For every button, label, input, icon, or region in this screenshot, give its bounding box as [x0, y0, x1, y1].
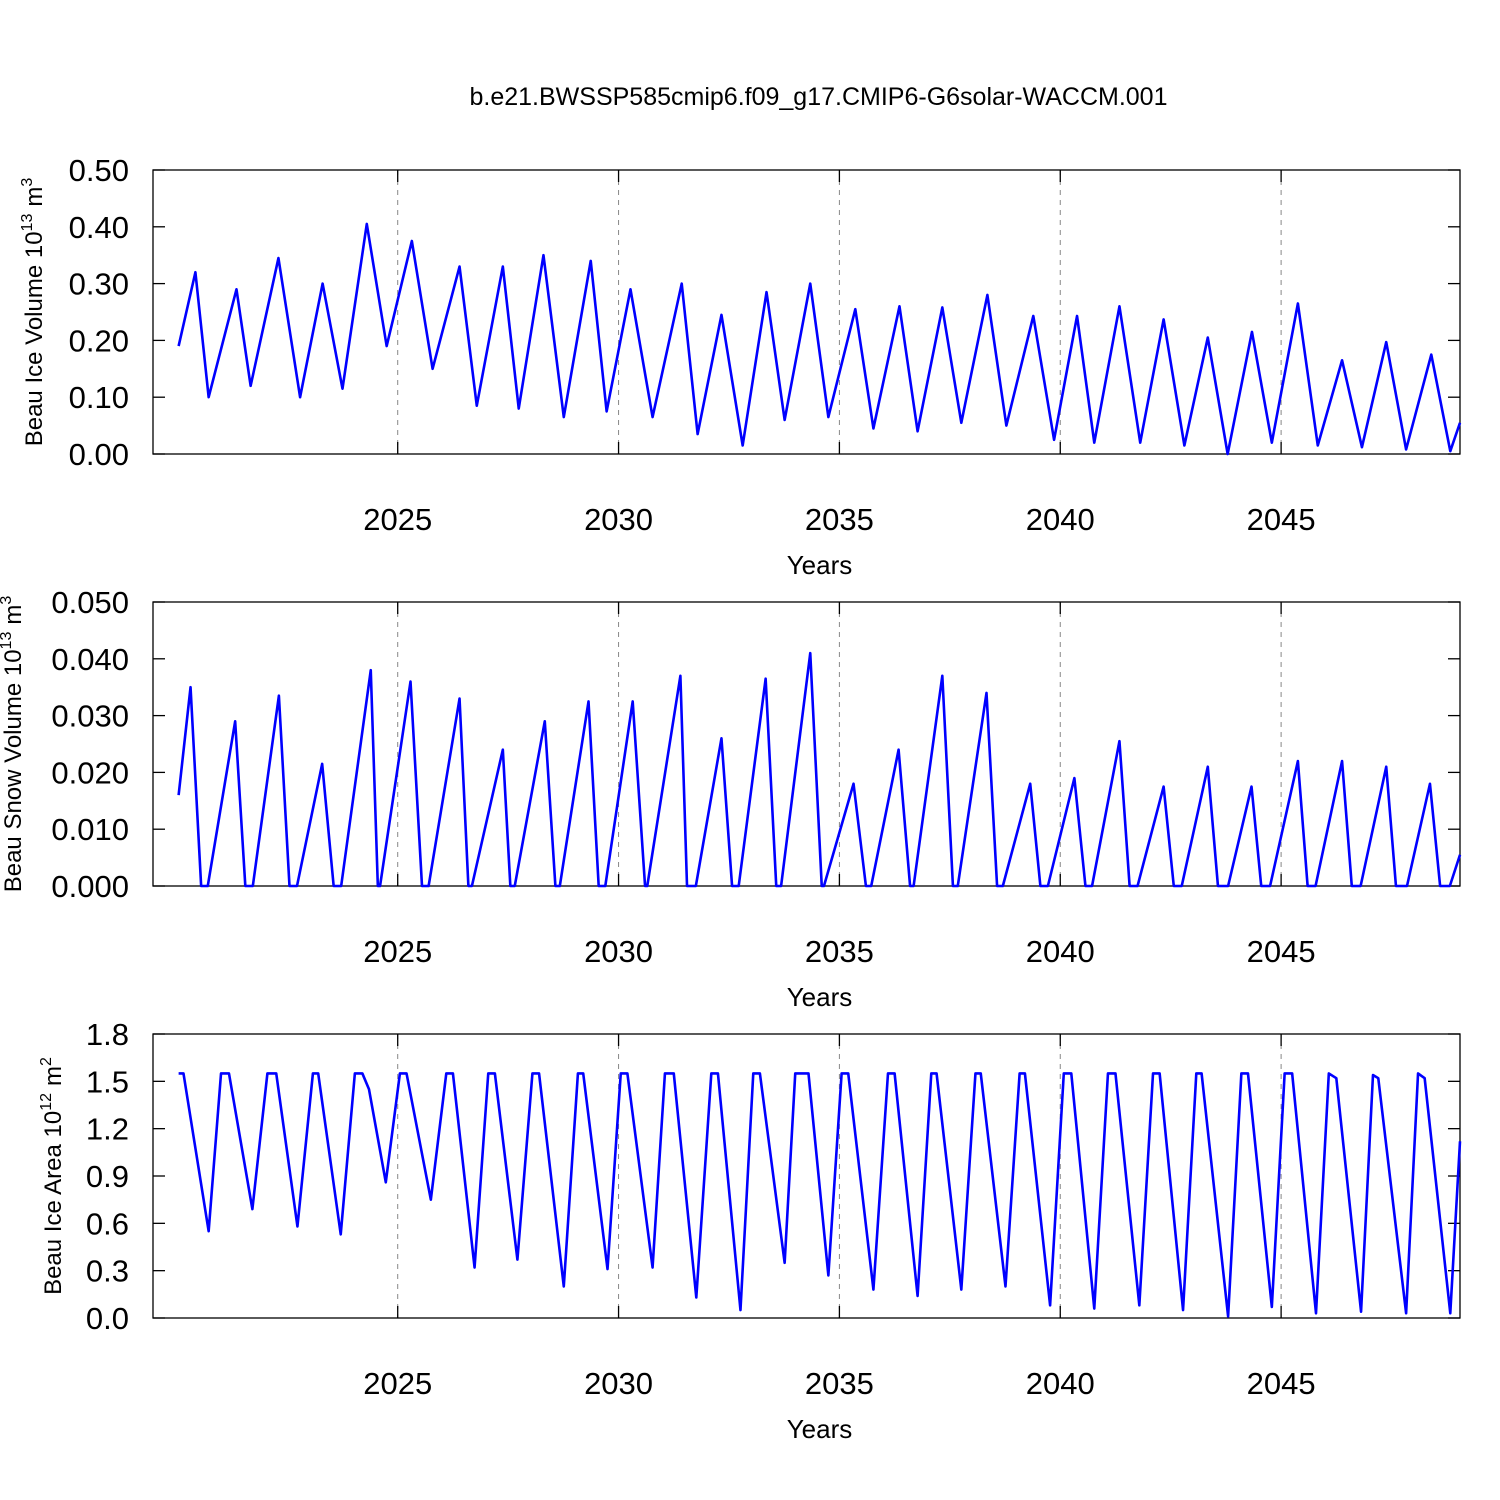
x-axis-label: Years [787, 1414, 853, 1444]
y-tick-label: 0.10 [69, 380, 129, 415]
y-tick-label: 0.040 [51, 642, 129, 677]
x-tick-label: 2040 [1026, 934, 1095, 969]
plot-frame [152, 1033, 1461, 1319]
y-tick-label: 0.000 [51, 869, 129, 904]
y-axis-label-exp: 12 [38, 1093, 55, 1111]
x-tick-label: 2030 [584, 934, 653, 969]
x-tick-label: 2040 [1026, 502, 1095, 537]
x-tick-label: 2030 [584, 1366, 653, 1401]
data-line [177, 222, 1462, 456]
y-tick-label: 0.20 [69, 323, 129, 358]
y-tick-label: 0.6 [86, 1206, 129, 1241]
x-tick-label: 2035 [805, 1366, 874, 1401]
y-axis-label-exp: 13 [19, 214, 36, 232]
y-axis-label-unit-exp: 2 [38, 1057, 55, 1066]
y-axis-label-text: Beau Ice Volume 10 [21, 231, 48, 446]
y-tick-label: 1.2 [86, 1112, 129, 1147]
y-tick-label: 0.020 [51, 755, 129, 790]
x-axis-label: Years [787, 550, 853, 580]
x-axis-label: Years [787, 982, 853, 1012]
y-axis-label: Beau Snow Volume 1013 m3 [0, 596, 27, 893]
x-tick-label: 2045 [1247, 502, 1316, 537]
x-tick-label: 2045 [1247, 934, 1316, 969]
y-tick-label: 0.3 [86, 1254, 129, 1289]
y-axis-label-exp: 13 [0, 632, 15, 650]
y-tick-label: 0.010 [51, 812, 129, 847]
y-tick-label: 1.8 [86, 1017, 129, 1052]
y-tick-label: 0.050 [51, 585, 129, 620]
y-tick-label: 0.50 [69, 153, 129, 188]
data-line [178, 1072, 1462, 1318]
y-axis-label-unit: m [40, 1066, 67, 1086]
plot-frame [152, 601, 1461, 887]
y-tick-label: 0.0 [86, 1301, 129, 1336]
y-axis-label: Beau Ice Volume 1013 m3 [19, 178, 48, 447]
chart-title: b.e21.BWSSP585cmip6.f09_g17.CMIP6-G6sola… [470, 83, 1168, 111]
y-axis-label-unit-exp: 3 [19, 178, 36, 187]
x-tick-label: 2030 [584, 502, 653, 537]
x-tick-label: 2035 [805, 934, 874, 969]
y-tick-label: 1.5 [86, 1064, 129, 1099]
y-axis-label-unit: m [0, 605, 27, 625]
y-axis-label: Beau Ice Area 1012 m2 [38, 1057, 67, 1295]
x-tick-label: 2025 [363, 1366, 432, 1401]
x-tick-label: 2040 [1026, 1366, 1095, 1401]
x-tick-label: 2035 [805, 502, 874, 537]
y-axis-label-unit-exp: 3 [0, 596, 15, 605]
x-tick-label: 2025 [363, 934, 432, 969]
y-tick-label: 0.30 [69, 267, 129, 302]
y-axis-label-text: Beau Snow Volume 10 [0, 649, 27, 892]
y-axis-label-text: Beau Ice Area 10 [40, 1111, 67, 1295]
y-tick-label: 0.9 [86, 1159, 129, 1194]
y-tick-label: 0.030 [51, 699, 129, 734]
y-tick-label: 0.00 [69, 437, 129, 472]
x-tick-label: 2025 [363, 502, 432, 537]
y-tick-label: 0.40 [69, 210, 129, 245]
data-line [177, 651, 1462, 888]
plot-frame [152, 169, 1461, 455]
y-axis-label-unit: m [21, 187, 48, 207]
x-tick-label: 2045 [1247, 1366, 1316, 1401]
